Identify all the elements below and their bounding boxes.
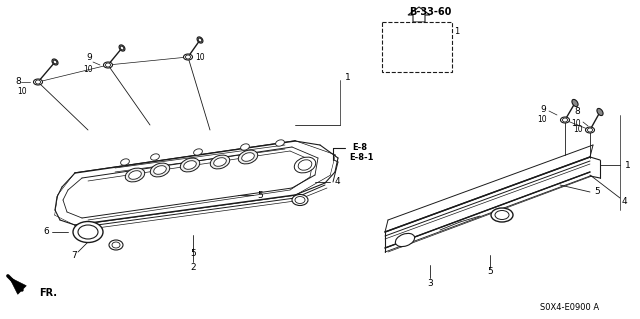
Ellipse shape bbox=[292, 195, 308, 205]
Ellipse shape bbox=[298, 160, 312, 170]
Text: 6: 6 bbox=[43, 227, 49, 236]
Text: 5: 5 bbox=[257, 190, 263, 199]
Ellipse shape bbox=[35, 80, 40, 84]
Ellipse shape bbox=[184, 54, 193, 60]
Text: S0X4-E0900 A: S0X4-E0900 A bbox=[540, 303, 600, 313]
Text: 1: 1 bbox=[454, 27, 460, 36]
Text: B-33-60: B-33-60 bbox=[409, 7, 451, 17]
Polygon shape bbox=[55, 141, 335, 225]
Text: 1: 1 bbox=[625, 160, 631, 169]
Ellipse shape bbox=[597, 108, 603, 115]
Text: E-8-1: E-8-1 bbox=[349, 152, 374, 161]
Text: 3: 3 bbox=[427, 278, 433, 287]
Text: 10: 10 bbox=[17, 87, 27, 97]
Ellipse shape bbox=[396, 234, 415, 247]
Text: 8: 8 bbox=[15, 78, 21, 86]
Text: 5: 5 bbox=[487, 268, 493, 277]
Ellipse shape bbox=[129, 171, 141, 179]
Ellipse shape bbox=[150, 154, 159, 160]
Polygon shape bbox=[408, 7, 430, 22]
Ellipse shape bbox=[294, 157, 316, 173]
Bar bbox=[382, 22, 452, 72]
Ellipse shape bbox=[119, 45, 125, 51]
Ellipse shape bbox=[106, 63, 111, 67]
Ellipse shape bbox=[120, 159, 129, 165]
Text: 10: 10 bbox=[573, 125, 583, 135]
Text: 5: 5 bbox=[190, 249, 196, 258]
Ellipse shape bbox=[154, 166, 166, 174]
Ellipse shape bbox=[53, 60, 57, 64]
Ellipse shape bbox=[561, 117, 570, 123]
Text: FR.: FR. bbox=[39, 288, 57, 298]
Ellipse shape bbox=[184, 161, 196, 169]
Text: 4: 4 bbox=[621, 197, 627, 206]
Ellipse shape bbox=[211, 155, 230, 169]
Ellipse shape bbox=[214, 158, 227, 166]
Ellipse shape bbox=[186, 55, 191, 59]
Ellipse shape bbox=[242, 153, 254, 161]
Ellipse shape bbox=[424, 44, 432, 50]
Ellipse shape bbox=[572, 100, 578, 107]
Ellipse shape bbox=[241, 144, 250, 150]
Text: 10: 10 bbox=[195, 54, 205, 63]
Text: 8: 8 bbox=[574, 108, 580, 116]
Ellipse shape bbox=[125, 168, 145, 182]
Ellipse shape bbox=[198, 38, 202, 42]
Text: 10: 10 bbox=[537, 115, 547, 124]
Text: E-8: E-8 bbox=[353, 144, 367, 152]
Text: 4: 4 bbox=[334, 177, 340, 187]
Text: 9: 9 bbox=[540, 105, 546, 114]
Text: 2: 2 bbox=[190, 263, 196, 271]
Text: 5: 5 bbox=[594, 188, 600, 197]
Ellipse shape bbox=[104, 62, 113, 68]
Ellipse shape bbox=[197, 37, 203, 43]
Text: 9: 9 bbox=[86, 54, 92, 63]
Ellipse shape bbox=[33, 79, 42, 85]
Ellipse shape bbox=[52, 59, 58, 65]
Ellipse shape bbox=[73, 221, 103, 242]
Ellipse shape bbox=[112, 242, 120, 248]
Ellipse shape bbox=[491, 208, 513, 222]
Text: 10: 10 bbox=[83, 65, 93, 75]
Text: 1: 1 bbox=[345, 73, 351, 83]
Ellipse shape bbox=[194, 149, 202, 155]
Polygon shape bbox=[9, 277, 26, 294]
Ellipse shape bbox=[78, 225, 98, 239]
Ellipse shape bbox=[150, 163, 170, 177]
Ellipse shape bbox=[588, 128, 593, 132]
Ellipse shape bbox=[120, 46, 124, 50]
Ellipse shape bbox=[495, 211, 509, 219]
Ellipse shape bbox=[295, 197, 305, 204]
Ellipse shape bbox=[276, 140, 284, 146]
Ellipse shape bbox=[563, 118, 568, 122]
Text: 7: 7 bbox=[71, 251, 77, 261]
Ellipse shape bbox=[398, 35, 408, 50]
Ellipse shape bbox=[586, 127, 595, 133]
Ellipse shape bbox=[395, 32, 411, 54]
Ellipse shape bbox=[180, 158, 200, 172]
Text: 10: 10 bbox=[571, 120, 581, 129]
Ellipse shape bbox=[238, 150, 258, 164]
Ellipse shape bbox=[109, 240, 123, 250]
